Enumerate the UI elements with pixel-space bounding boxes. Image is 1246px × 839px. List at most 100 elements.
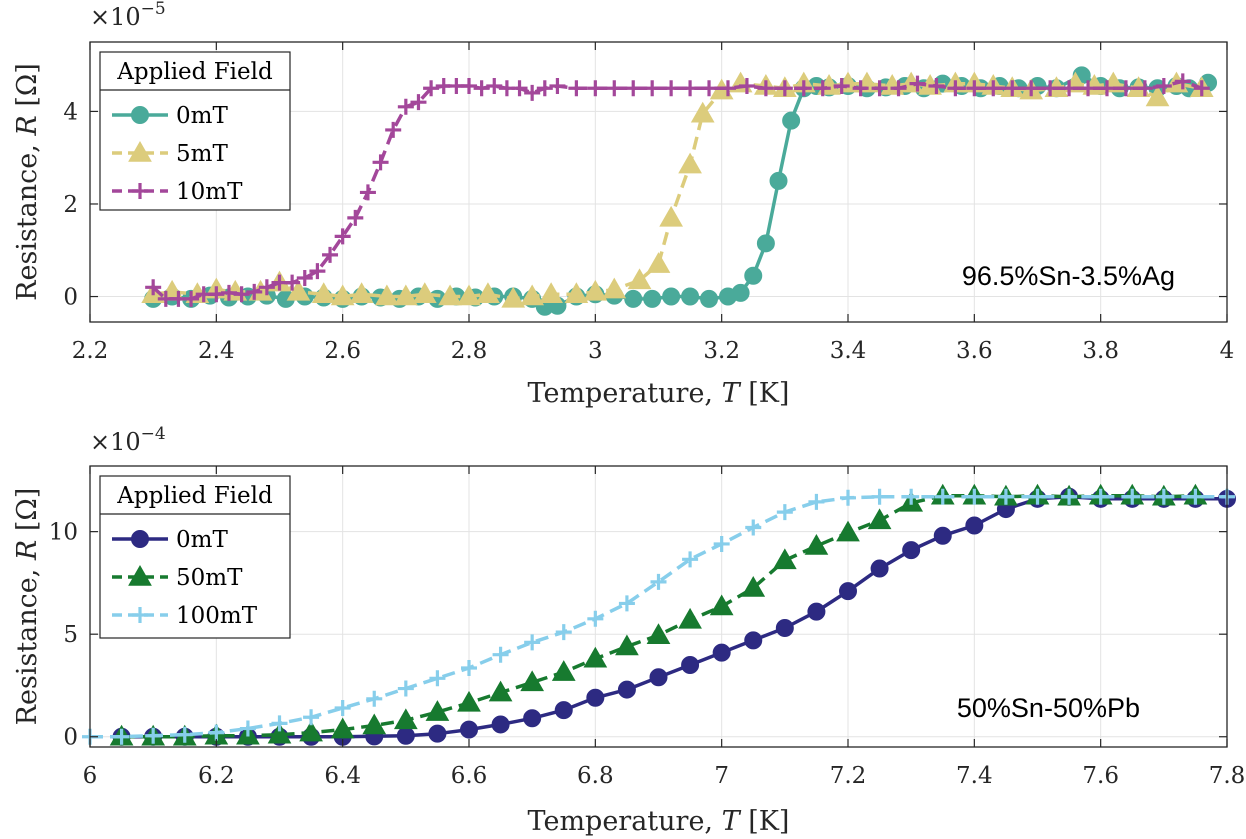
data-point-100mT [366,690,383,707]
legend-title: Applied Field [116,483,273,509]
data-point-0mT [624,289,643,308]
data-point-0mT [839,582,857,601]
legend-swatch-marker [132,607,148,623]
x-tick-label: 7.6 [1082,763,1119,789]
data-point-100mT [618,595,635,612]
x-tick-label: 3.6 [956,338,993,364]
data-point-50mT [772,548,797,570]
data-point-10mT [536,80,553,97]
data-point-0mT [870,559,889,578]
x-axis-label: Temperature, T [K] [528,378,790,409]
data-point-100mT [682,551,699,568]
x-tick-label: 3 [588,338,603,364]
data-point-10mT [1098,80,1115,97]
y-axis-label: Resistance, R [Ω] [12,63,43,301]
legend-title: Applied Field [116,59,273,85]
data-point-10mT [1117,80,1134,97]
data-point-100mT [303,709,320,726]
data-point-0mT [491,715,510,734]
x-tick-label: 7.8 [1209,763,1246,789]
y-tick-label: 0 [63,285,78,311]
data-point-10mT [719,80,736,97]
legend-swatch-marker [128,140,152,162]
data-point-5mT [501,286,526,308]
data-point-100mT [713,535,730,552]
legend-label-100mT: 100mT [176,603,258,629]
y-exponent-label: ×10−4 [90,424,166,456]
data-point-100mT [239,720,256,737]
data-point-10mT [1193,80,1210,97]
data-point-5mT [311,282,336,303]
data-point-100mT [1124,488,1141,505]
data-point-10mT [233,286,250,303]
x-axis-label: Temperature, T [K] [528,806,790,837]
legend: Applied Field 0mT 5mT 10mT [99,51,291,211]
data-point-10mT [296,270,313,287]
data-point-0mT [744,266,763,285]
legend-swatch-marker [131,106,149,124]
data-point-0mT [428,724,447,743]
data-point-10mT [890,80,907,97]
data-point-5mT [375,284,399,306]
data-point-10mT [1004,80,1021,97]
data-point-0mT [662,287,681,306]
data-point-0mT [807,602,826,621]
legend-swatch-marker [128,564,152,586]
x-tick-label: 2.2 [72,338,109,364]
data-point-50mT [804,533,829,555]
data-point-100mT [524,634,541,651]
y-exponent-base: ×10 [90,3,141,31]
series-50mT [109,483,1208,746]
data-point-50mT [330,717,355,739]
data-point-10mT [682,80,699,97]
x-label-text: Temperature, [528,378,722,409]
data-point-5mT [539,282,563,303]
data-point-100mT [397,680,414,697]
x-tick-label: 7.2 [830,763,867,789]
x-label-text: Temperature, [528,806,722,837]
data-point-100mT [903,488,920,505]
data-point-10mT [909,75,926,92]
data-point-50mT [362,713,387,735]
data-point-0mT [586,688,605,707]
legend: Applied Field 0mT 50mT 100mT [99,475,291,639]
data-point-50mT [520,670,545,692]
data-point-10mT [625,80,642,97]
y-exponent-power: −4 [141,424,166,444]
plot-area-frame [89,465,1228,748]
data-point-5mT [330,284,355,306]
data-point-50mT [267,722,292,744]
data-point-10mT [757,80,774,97]
data-point-100mT [1061,488,1078,505]
legend-label-5mT: 5mT [176,141,228,167]
data-point-100mT [145,727,162,744]
y-exponent-label: ×10−5 [90,0,166,31]
x-tick-label: 6.2 [198,763,235,789]
data-point-0mT [396,726,415,745]
x-tick-label: 6.4 [324,763,361,789]
x-tick-label: 7 [714,763,729,789]
material-annotation: 50%Sn-50%Pb [957,693,1140,723]
data-point-10mT [852,80,869,97]
data-point-100mT [429,670,446,687]
x-tick-label: 2.8 [451,338,488,364]
data-point-0mT [782,111,801,130]
y-label-text: Resistance, [12,560,43,725]
y-label-variable: R [12,115,43,136]
legend-box [99,51,291,211]
data-point-100mT [650,573,667,590]
series-10mT [145,73,1210,307]
data-point-100mT [492,646,509,663]
data-point-10mT [606,80,623,97]
data-point-5mT [646,252,671,273]
data-point-10mT [587,80,604,97]
x-tick-label: 3.2 [703,338,740,364]
x-tick-label: 2.4 [198,338,235,364]
data-point-0mT [681,655,700,674]
chart-panel-bottom: 6 6.2 6.4 6.6 6.8 7 7.2 7.4 7.6 7.8 0 5 10 ×10−4 Tempe… [12,424,1245,837]
data-point-5mT [690,101,715,123]
data-point-10mT [814,80,831,97]
x-label-unit: [K] [740,378,790,409]
legend-swatch-marker [131,530,149,548]
data-point-100mT [1187,488,1204,505]
